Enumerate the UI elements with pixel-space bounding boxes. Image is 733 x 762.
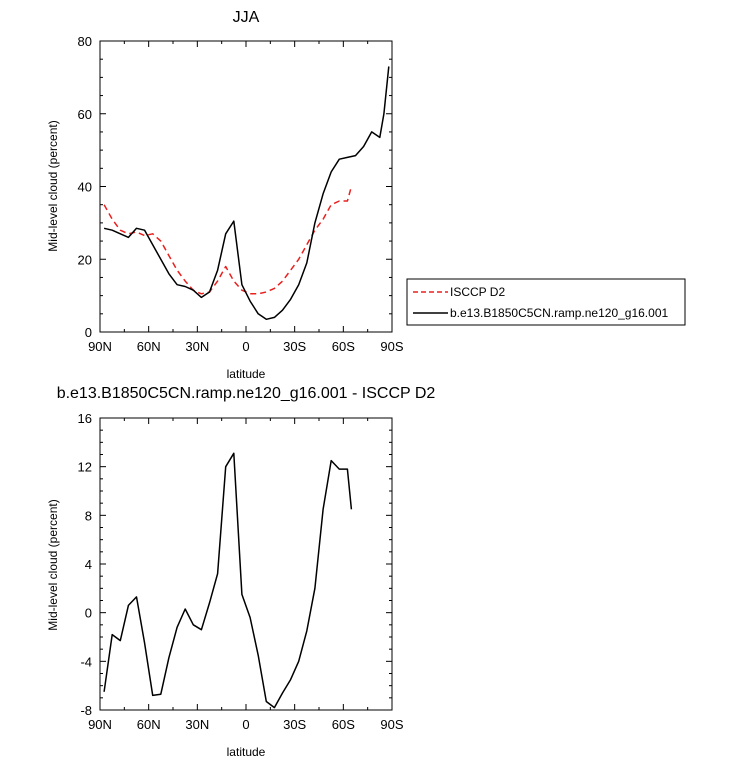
bottom-chart-frame [99, 417, 393, 711]
bottom-chart-ytick-label: -8 [80, 703, 92, 718]
top-chart-xtick-label: 60S [332, 339, 355, 354]
legend-label-model: b.e13.B1850C5CN.ramp.ne120_g16.001 [450, 306, 668, 320]
bottom-chart-title: b.e13.B1850C5CN.ramp.ne120_g16.001 - ISC… [57, 385, 436, 402]
top-chart-axes: 90N 60N 30N 0 30S 60S 90S 0 20 40 60 80 [78, 34, 404, 354]
bottom-chart-ytick-label: 4 [85, 557, 92, 572]
top-chart-ylabel: Mid-level cloud (percent) [46, 120, 60, 251]
legend-box [406, 278, 686, 326]
bottom-chart-ytick-label: 12 [78, 460, 92, 475]
top-chart-series-line-0 [103, 186, 353, 295]
top-chart-xtick-label: 0 [242, 339, 249, 354]
bottom-chart-ytick-label: 16 [78, 411, 92, 426]
top-chart-legend: ISCCP D2 b.e13.B1850C5CN.ramp.ne120_g16.… [406, 278, 686, 326]
bottom-chart-xtick-label: 0 [242, 717, 249, 732]
bottom-chart-ytick-label: 8 [85, 508, 92, 523]
legend-label-isccp: ISCCP D2 [450, 285, 505, 299]
bottom-chart-axes: 90N 60N 30N 0 30S 60S 90S -8 -4 0 4 8 12 16 [78, 411, 404, 732]
bottom-chart-xtick-label: 30S [283, 717, 306, 732]
top-chart-title: JJA [233, 9, 260, 26]
bottom-chart-xtick-label: 90S [380, 717, 403, 732]
bottom-chart-xlabel: latitude [227, 745, 266, 759]
top-chart-xtick-label: 90N [88, 339, 112, 354]
bottom-chart-ytick-label: -4 [80, 654, 92, 669]
bottom-chart-series [103, 452, 353, 709]
top-chart-ytick-label: 20 [78, 252, 92, 267]
top-chart-frame [99, 40, 393, 333]
top-chart-xlabel: latitude [227, 367, 266, 381]
bottom-chart-series-line-0 [103, 452, 353, 709]
bottom-chart-xtick-label: 30N [185, 717, 209, 732]
top-chart-xtick-label: 60N [137, 339, 161, 354]
bottom-chart-xtick-label: 60N [137, 717, 161, 732]
bottom-chart-xtick-label: 60S [332, 717, 355, 732]
top-chart-series-line-1 [103, 66, 390, 321]
top-chart-ytick-label: 60 [78, 107, 92, 122]
top-chart-ytick-label: 40 [78, 180, 92, 195]
bottom-chart-xtick-label: 90N [88, 717, 112, 732]
top-chart-xtick-label: 30S [283, 339, 306, 354]
bottom-chart-ytick-label: 0 [85, 606, 92, 621]
top-chart-xtick-label: 90S [380, 339, 403, 354]
top-chart-series [103, 66, 390, 321]
bottom-chart-ylabel: Mid-level cloud (percent) [46, 499, 60, 630]
top-chart-xtick-label: 30N [185, 339, 209, 354]
top-chart-ytick-label: 0 [85, 325, 92, 340]
top-chart-ytick-label: 80 [78, 34, 92, 49]
